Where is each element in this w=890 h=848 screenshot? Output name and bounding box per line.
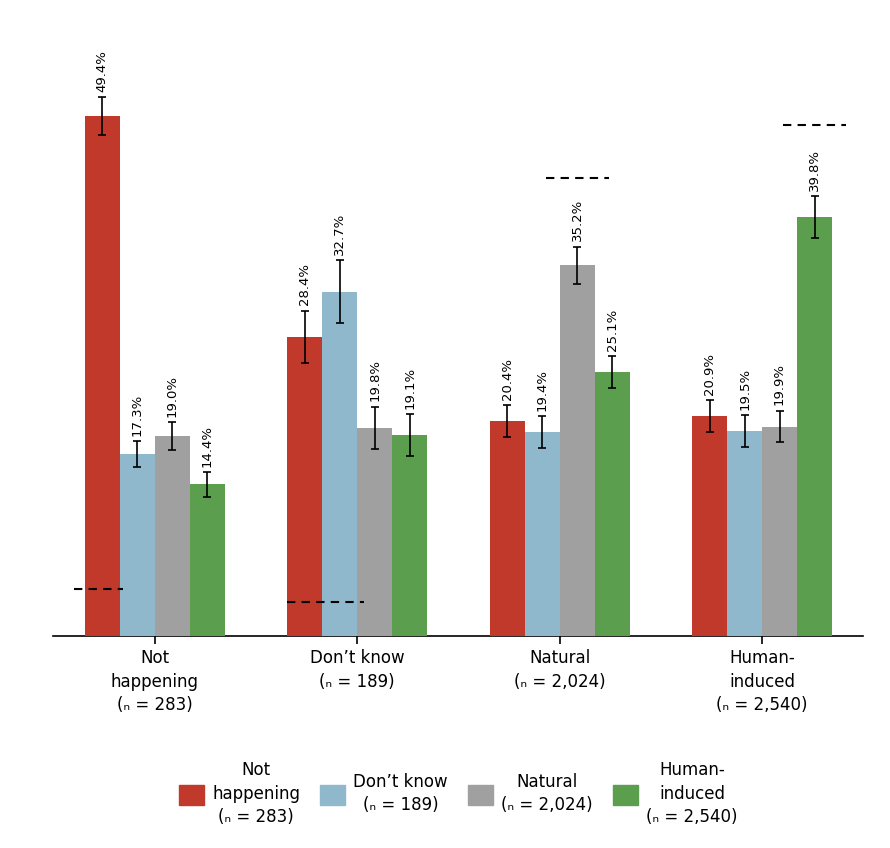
Text: 19.4%: 19.4% — [536, 369, 548, 410]
Text: 19.9%: 19.9% — [773, 364, 786, 405]
Text: 19.8%: 19.8% — [368, 360, 381, 401]
Text: 14.4%: 14.4% — [200, 425, 214, 466]
Text: 39.8%: 39.8% — [808, 148, 821, 191]
Bar — [560, 265, 595, 636]
Bar — [357, 427, 392, 636]
Bar — [490, 421, 524, 636]
Text: 20.9%: 20.9% — [703, 353, 716, 395]
Bar — [524, 432, 560, 636]
Text: 25.1%: 25.1% — [605, 309, 619, 351]
Text: 19.0%: 19.0% — [166, 375, 179, 417]
Bar — [322, 292, 357, 636]
Bar — [287, 337, 322, 636]
Bar — [190, 484, 224, 636]
Bar — [392, 435, 427, 636]
Bar — [85, 116, 119, 636]
Text: 28.4%: 28.4% — [298, 264, 312, 305]
Bar — [595, 371, 629, 636]
Legend: Not
happening
(ₙ = 283), Don’t know
(ₙ = 189), Natural
(ₙ = 2,024), Human-
induc: Not happening (ₙ = 283), Don’t know (ₙ =… — [172, 754, 745, 833]
Bar — [727, 431, 762, 636]
Text: 19.5%: 19.5% — [738, 367, 751, 410]
Text: 20.4%: 20.4% — [501, 358, 514, 400]
Text: 49.4%: 49.4% — [96, 50, 109, 92]
Text: 32.7%: 32.7% — [333, 213, 346, 255]
Bar — [797, 217, 832, 636]
Bar — [119, 454, 155, 636]
Text: 17.3%: 17.3% — [131, 393, 143, 436]
Bar — [762, 427, 797, 636]
Text: 19.1%: 19.1% — [403, 366, 416, 409]
Bar — [155, 436, 190, 636]
Text: 35.2%: 35.2% — [570, 199, 584, 241]
Bar — [692, 416, 727, 636]
